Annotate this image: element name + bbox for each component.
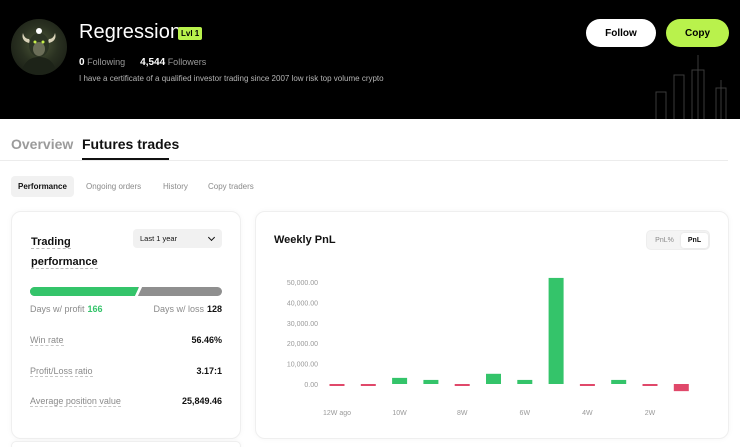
- subtab-copy-traders[interactable]: Copy traders: [208, 182, 254, 191]
- toggle-pnl[interactable]: PnL: [681, 233, 708, 248]
- pnl-bar[interactable]: [548, 277, 564, 384]
- x-tick-label: 8W: [457, 410, 468, 417]
- pnl-bar[interactable]: [423, 379, 439, 384]
- copy-button[interactable]: Copy: [666, 19, 729, 47]
- pnl-bar[interactable]: [454, 384, 470, 386]
- pnl-bar[interactable]: [517, 379, 533, 384]
- trading-performance-card: [11, 211, 241, 439]
- active-tab-indicator: [82, 158, 169, 160]
- profit-loss-ratio-value: 3.17:1: [196, 366, 222, 376]
- days-loss-value: 128: [206, 304, 222, 314]
- trading-performance-title: Trading performance: [31, 236, 98, 269]
- average-position-value-label[interactable]: Average position value: [30, 396, 121, 407]
- days-with-profit: Days w/ profit 166: [30, 304, 103, 314]
- x-tick-label: 12W ago: [323, 410, 351, 417]
- pnl-bar[interactable]: [611, 379, 627, 384]
- x-tick-label: 10W: [392, 410, 407, 417]
- y-tick-label: 30,000.00: [287, 321, 318, 328]
- toggle-pnl-percent[interactable]: PnL%: [655, 237, 674, 244]
- trader-name: Regression: [79, 21, 182, 43]
- follow-stats: 0 Following 4,544 Followers: [79, 57, 206, 68]
- following-label[interactable]: Following: [87, 57, 126, 67]
- x-tick-label: 2W: [645, 410, 656, 417]
- win-rate-label[interactable]: Win rate: [30, 335, 64, 346]
- subtab-ongoing-orders[interactable]: Ongoing orders: [86, 182, 142, 191]
- level-badge: Lvl 1: [178, 27, 203, 40]
- y-tick-label: 50,000.00: [287, 280, 318, 287]
- days-loss-label: Days w/ loss: [153, 304, 204, 314]
- subtab-history[interactable]: History: [163, 182, 188, 191]
- chevron-down-icon: [207, 233, 216, 242]
- bull-avatar-icon: [21, 28, 57, 75]
- period-select-value: Last 1 year: [140, 234, 178, 243]
- x-tick-label: 6W: [520, 410, 531, 417]
- y-tick-label: 20,000.00: [287, 341, 318, 348]
- period-select[interactable]: Last 1 year: [133, 229, 222, 248]
- followers-label[interactable]: Followers: [167, 57, 207, 67]
- profit-loss-days-bar: [30, 287, 222, 296]
- tab-futures-trades[interactable]: Futures trades: [82, 136, 180, 152]
- follow-button[interactable]: Follow: [586, 19, 656, 47]
- next-card: [11, 441, 241, 447]
- tab-overview[interactable]: Overview: [11, 136, 74, 152]
- following-count: 0: [79, 57, 85, 68]
- profit-days-fill: [30, 287, 138, 296]
- pnl-bar[interactable]: [579, 384, 595, 386]
- profit-loss-ratio-label[interactable]: Profit/Loss ratio: [30, 366, 93, 377]
- pnl-bar[interactable]: [673, 384, 689, 392]
- tabs-divider: [0, 160, 728, 161]
- x-tick-label: 4W: [582, 410, 593, 417]
- y-tick-label: 0.00: [304, 382, 318, 389]
- pnl-bar[interactable]: [329, 384, 345, 386]
- subtab-performance[interactable]: Performance: [11, 176, 74, 197]
- trader-bio: I have a certificate of a qualified inve…: [79, 74, 384, 83]
- avatar[interactable]: [11, 19, 67, 75]
- pnl-toggle: PnL% PnL: [646, 230, 710, 250]
- pnl-bar[interactable]: [486, 373, 501, 384]
- days-profit-label: Days w/ profit: [30, 304, 85, 314]
- followers-count: 4,544: [140, 57, 166, 68]
- average-position-value: 25,849.46: [181, 396, 222, 406]
- weekly-pnl-title: Weekly PnL: [274, 234, 336, 246]
- y-tick-label: 40,000.00: [287, 300, 318, 307]
- profile-header: Regression Lvl 1 0 Following 4,544 Follo…: [0, 0, 740, 119]
- pnl-bar[interactable]: [642, 384, 658, 386]
- days-profit-value: 166: [87, 304, 103, 314]
- weekly-pnl-chart: 50,000.00 40,000.00 30,000.00 20,000.00 10,0…: [287, 277, 689, 417]
- pnl-bar[interactable]: [392, 377, 408, 384]
- y-tick-label: 10,000.00: [287, 362, 318, 369]
- win-rate-value: 56.46%: [191, 335, 222, 345]
- decorative-chart-graphic: [655, 55, 727, 119]
- pnl-bar[interactable]: [360, 384, 376, 386]
- days-with-loss: Days w/ loss 128: [153, 304, 222, 314]
